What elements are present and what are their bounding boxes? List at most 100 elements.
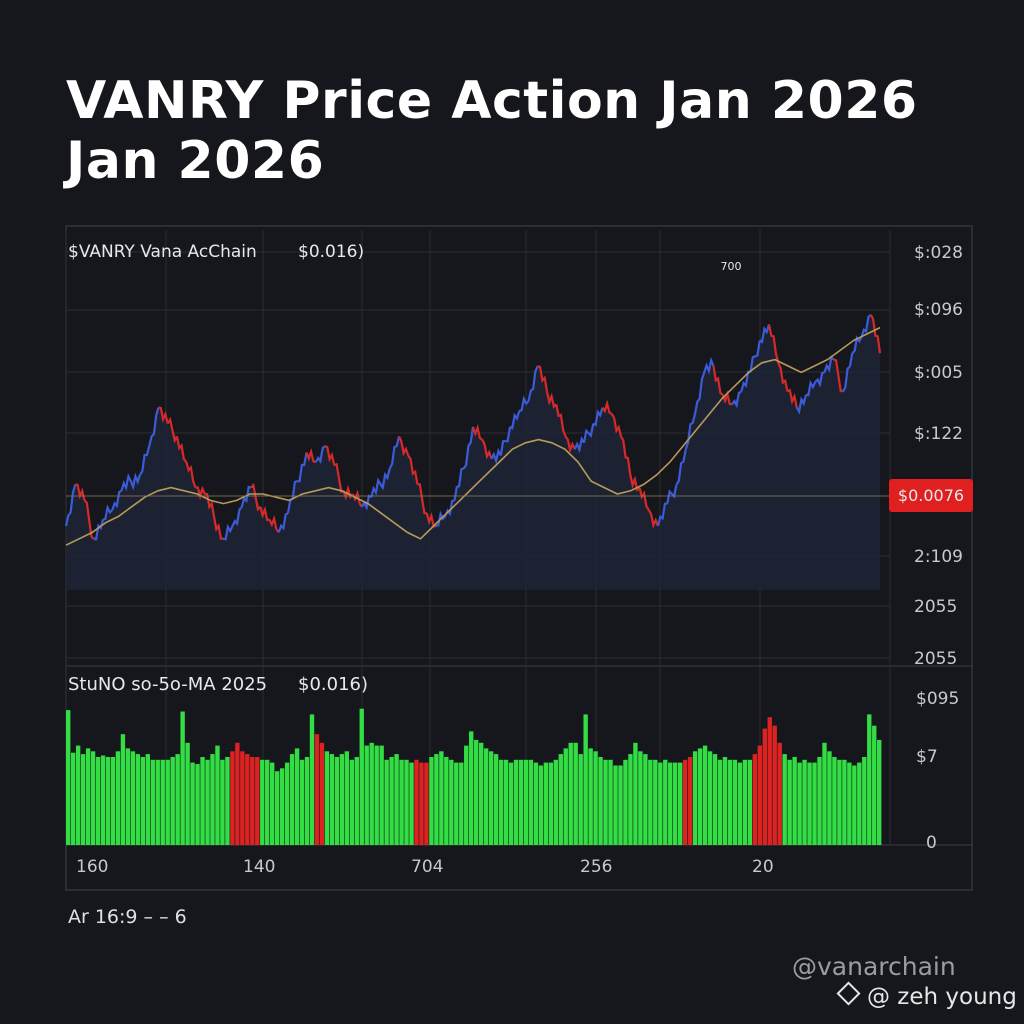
volume-bar xyxy=(533,762,539,845)
price-segment xyxy=(610,413,623,437)
volume-bar xyxy=(598,757,603,845)
volume-bar xyxy=(165,759,170,845)
price-segment xyxy=(462,426,475,470)
volume-bar xyxy=(727,759,733,845)
price-segment xyxy=(833,358,844,393)
volume-bar xyxy=(568,742,573,845)
volume-bar xyxy=(175,754,180,845)
volume-bar xyxy=(459,762,464,845)
price-segment xyxy=(268,515,280,534)
volume-bar xyxy=(379,745,384,845)
price-segment xyxy=(471,424,483,441)
volume-bar xyxy=(429,757,434,845)
volume-bar xyxy=(324,751,330,845)
price-segment xyxy=(656,502,668,527)
volume-bar xyxy=(180,711,185,845)
volume-bar xyxy=(673,762,678,845)
volume-bar xyxy=(80,754,86,845)
price-segment xyxy=(388,436,401,469)
volume-bar xyxy=(220,759,225,845)
price-segment xyxy=(407,455,419,485)
price-segment xyxy=(490,447,502,465)
volume-bar xyxy=(777,742,782,845)
volume-bar xyxy=(130,751,136,845)
price-segment xyxy=(869,314,882,354)
volume-bar xyxy=(155,759,160,845)
volume-bar xyxy=(135,754,141,845)
price-segment xyxy=(684,413,697,450)
volume-bar xyxy=(434,754,439,845)
aspect-footnote: Ar 16:9 – – 6 xyxy=(68,906,187,928)
volume-y-tick-label: 0 xyxy=(926,833,937,853)
volume-bar xyxy=(449,759,454,845)
volume-bar xyxy=(284,762,290,845)
price-segment xyxy=(777,362,789,392)
volume-bar xyxy=(444,757,449,845)
volume-legend-value: $0.016) xyxy=(298,674,368,695)
price-segment xyxy=(629,474,641,492)
volume-y-tick-label: $095 xyxy=(916,689,959,709)
price-y-tick-label: 2055 xyxy=(914,597,957,617)
volume-bar xyxy=(110,757,116,845)
diamond-logo-icon xyxy=(836,981,861,1006)
volume-bar xyxy=(643,754,648,845)
volume-bar xyxy=(389,757,394,845)
volume-bars xyxy=(66,708,882,845)
price-segment xyxy=(786,388,798,408)
price-segment xyxy=(592,407,604,427)
watermark-handle: @vanarchain xyxy=(792,952,956,981)
volume-bar xyxy=(558,754,563,845)
volume-bar xyxy=(255,757,260,845)
price-segment xyxy=(731,390,742,409)
price-segment xyxy=(519,395,530,412)
volume-bar xyxy=(274,771,280,845)
volume-bar xyxy=(553,759,558,845)
price-badge-label: $0.0076 xyxy=(898,486,964,505)
price-segment xyxy=(148,407,160,447)
volume-bar xyxy=(414,759,419,845)
volume-bar xyxy=(240,751,245,845)
volume-bar xyxy=(394,754,399,845)
price-legend-label: $VANRY Vana AcChain xyxy=(68,242,257,262)
price-segment xyxy=(305,447,317,464)
volume-bar xyxy=(633,742,638,845)
volume-bar xyxy=(125,748,131,845)
volume-bar xyxy=(578,754,583,845)
price-segment xyxy=(185,461,197,488)
volume-bar xyxy=(314,734,320,845)
price-segment xyxy=(620,435,632,475)
price-y-tick-label: $:096 xyxy=(914,300,963,320)
volume-bar xyxy=(150,759,155,845)
price-segment xyxy=(64,484,77,527)
volume-bar xyxy=(369,742,374,845)
peak-annotation: 700 xyxy=(721,260,742,273)
price-segment xyxy=(509,410,521,430)
volume-bar xyxy=(299,759,305,845)
volume-bar xyxy=(90,751,96,845)
price-segment xyxy=(481,439,493,460)
volume-bar xyxy=(464,745,469,845)
price-segment xyxy=(297,452,308,483)
price-segment xyxy=(250,482,262,512)
volume-bar xyxy=(488,751,494,845)
volume-bar xyxy=(593,751,598,845)
volume-bar xyxy=(523,759,529,845)
price-y-ticks: $:028 $:096 $:005 $:122 2:109 2055 2055 xyxy=(914,243,963,669)
volume-bar xyxy=(474,739,479,845)
volume-bar xyxy=(105,757,111,845)
volume-bar xyxy=(354,757,359,845)
price-segment xyxy=(767,324,780,364)
volume-bar xyxy=(872,725,877,845)
volume-bar xyxy=(95,757,101,845)
volume-bar xyxy=(469,731,474,845)
volume-bar xyxy=(852,765,857,845)
volume-legend-label: StuNO so-5o-MA 2025 xyxy=(68,674,267,695)
volume-bar xyxy=(812,762,817,845)
volume-bar xyxy=(145,754,150,845)
volume-bar xyxy=(792,757,797,845)
volume-bar xyxy=(857,762,862,845)
volume-bar xyxy=(548,762,554,845)
volume-bar xyxy=(707,751,713,845)
volume-bar xyxy=(697,748,703,845)
volume-bar xyxy=(742,759,748,845)
